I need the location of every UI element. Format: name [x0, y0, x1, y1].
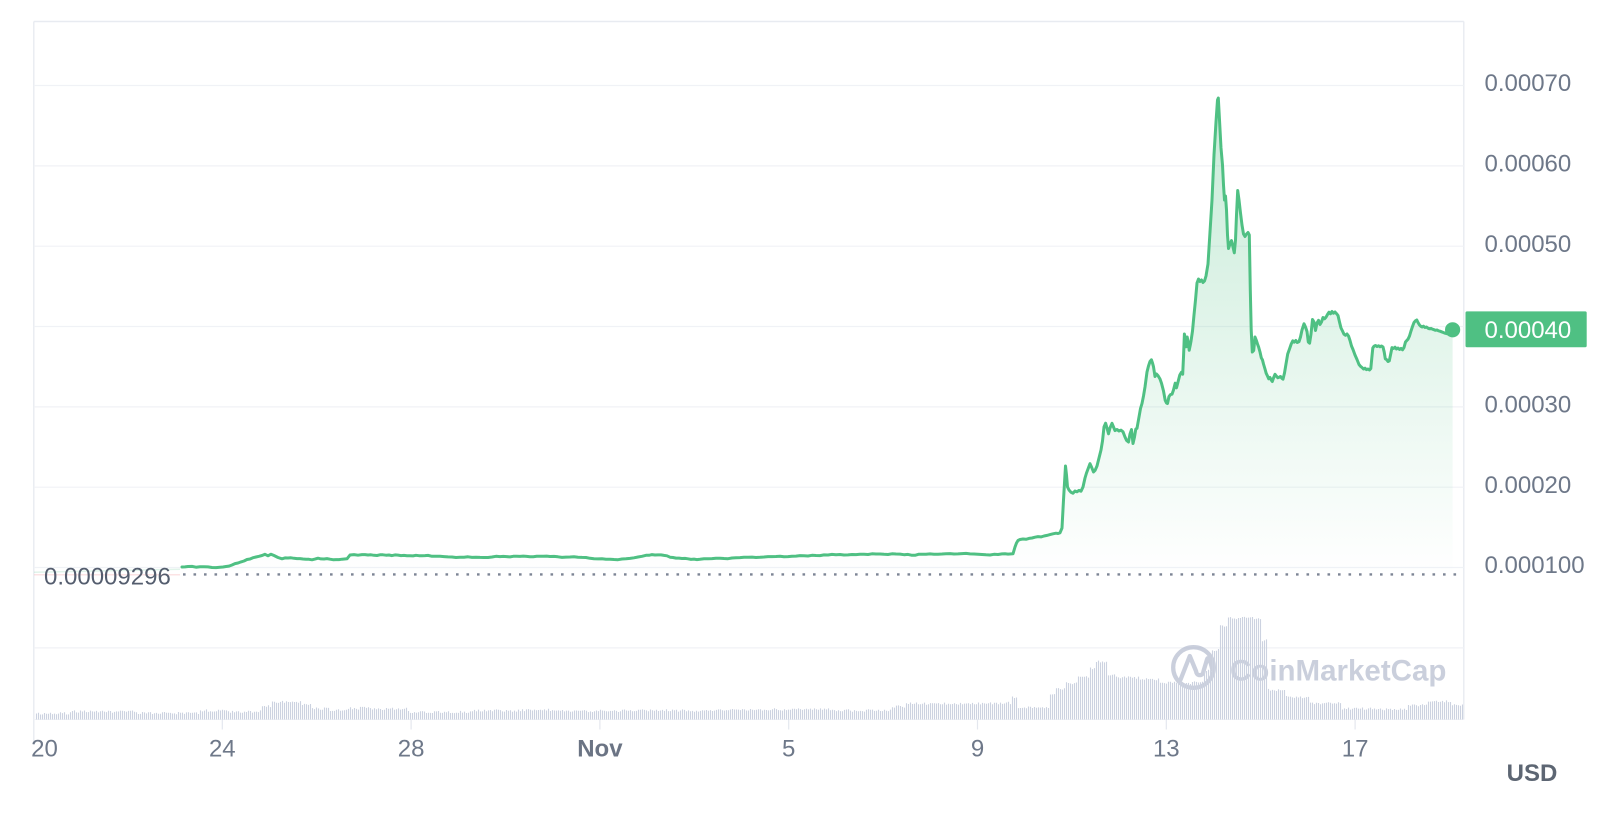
svg-text:17: 17	[1342, 736, 1369, 763]
svg-text:28: 28	[398, 736, 425, 763]
svg-text:24: 24	[209, 736, 236, 763]
svg-text:5: 5	[782, 736, 795, 763]
svg-text:Nov: Nov	[577, 736, 623, 763]
svg-text:USD: USD	[1507, 760, 1558, 787]
svg-text:0.000100: 0.000100	[1485, 552, 1585, 579]
svg-text:0.00030: 0.00030	[1485, 392, 1572, 419]
svg-text:0.00070: 0.00070	[1485, 70, 1572, 97]
svg-text:0.00040: 0.00040	[1485, 317, 1572, 344]
svg-text:9: 9	[971, 736, 984, 763]
svg-text:0.00020: 0.00020	[1485, 472, 1572, 499]
svg-text:0.00060: 0.00060	[1485, 151, 1572, 178]
svg-text:20: 20	[31, 736, 58, 763]
svg-text:0.00009296: 0.00009296	[44, 564, 171, 591]
svg-text:0.00050: 0.00050	[1485, 231, 1572, 258]
svg-text:13: 13	[1153, 736, 1180, 763]
